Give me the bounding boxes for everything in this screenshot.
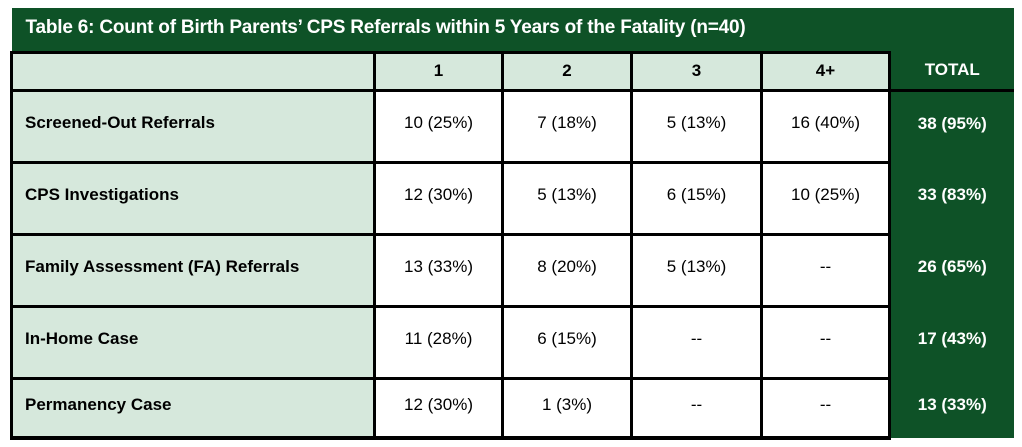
row-label-permanency-case: Permanency Case — [10, 376, 376, 440]
total-cell: 38 (95%) — [889, 90, 1014, 162]
data-cell: 10 (25%) — [373, 88, 504, 164]
cps-referrals-table: Table 6: Count of Birth Parents’ CPS Ref… — [10, 8, 1014, 440]
data-cell: 10 (25%) — [760, 160, 891, 236]
table-title-row: Table 6: Count of Birth Parents’ CPS Ref… — [11, 8, 1014, 54]
data-cell: 5 (13%) — [501, 160, 633, 236]
total-cell: 17 (43%) — [889, 306, 1014, 378]
blank-header-cell — [10, 50, 376, 92]
data-cell: 1 (3%) — [501, 376, 633, 440]
data-cell: -- — [760, 376, 891, 440]
report-table-container: Table 6: Count of Birth Parents’ CPS Ref… — [10, 8, 1014, 440]
data-cell: 6 (15%) — [501, 304, 633, 380]
row-label-in-home-case: In-Home Case — [10, 304, 376, 380]
table-row: CPS Investigations 12 (30%) 5 (13%) 6 (1… — [10, 160, 1014, 236]
column-header-1: 1 — [373, 50, 504, 92]
data-cell: -- — [630, 304, 763, 380]
data-cell: 11 (28%) — [373, 304, 504, 380]
column-header-total: TOTAL — [889, 52, 1014, 92]
column-header-row: 1 2 3 4+ TOTAL — [10, 50, 1014, 92]
total-cell: 13 (33%) — [889, 378, 1014, 438]
column-header-4plus: 4+ — [760, 50, 891, 92]
data-cell: -- — [630, 376, 763, 440]
row-label-cps-investigations: CPS Investigations — [10, 160, 376, 236]
total-cell: 33 (83%) — [889, 162, 1014, 234]
data-cell: 8 (20%) — [501, 232, 633, 308]
data-cell: 13 (33%) — [373, 232, 504, 308]
data-cell: -- — [760, 304, 891, 380]
table-row: Screened-Out Referrals 10 (25%) 7 (18%) … — [10, 88, 1014, 164]
data-cell: -- — [760, 232, 891, 308]
row-label-family-assessment: Family Assessment (FA) Referrals — [10, 232, 376, 308]
data-cell: 16 (40%) — [760, 88, 891, 164]
row-label-screened-out: Screened-Out Referrals — [10, 88, 376, 164]
table-title: Table 6: Count of Birth Parents’ CPS Ref… — [11, 8, 890, 54]
data-cell: 12 (30%) — [373, 160, 504, 236]
data-cell: 7 (18%) — [501, 88, 633, 164]
column-header-3: 3 — [630, 50, 763, 92]
title-bar-spacer — [889, 8, 1014, 52]
data-cell: 6 (15%) — [630, 160, 763, 236]
total-cell: 26 (65%) — [889, 234, 1014, 306]
data-cell: 12 (30%) — [373, 376, 504, 440]
data-cell: 5 (13%) — [630, 88, 763, 164]
table-row: In-Home Case 11 (28%) 6 (15%) -- -- 17 (… — [10, 304, 1014, 380]
data-cell: 5 (13%) — [630, 232, 763, 308]
table-row: Family Assessment (FA) Referrals 13 (33%… — [10, 232, 1014, 308]
column-header-2: 2 — [501, 50, 633, 92]
table-row: Permanency Case 12 (30%) 1 (3%) -- -- 13… — [10, 376, 1014, 440]
